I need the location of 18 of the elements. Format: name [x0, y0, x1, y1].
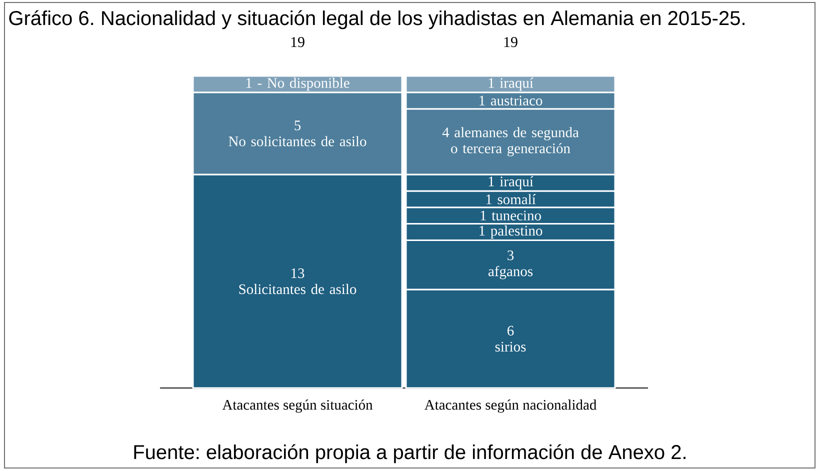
data-label: 1 - No disponible	[246, 78, 350, 91]
chart-title: Gráfico 6. Nacionalidad y situación legal de los yihadistas en Alemania en 2015-25.	[9, 10, 744, 30]
data-label: 1 somalí	[486, 194, 536, 204]
data-label: 1 iraquí	[488, 176, 534, 190]
data-label: 1 palestino	[480, 225, 542, 239]
x-tick-label: Atacantes según nacionalidad	[424, 400, 597, 413]
data-label: 5 No solicitantes de asilo	[228, 120, 366, 146]
data-label: 1 austriaco	[480, 96, 542, 106]
data-label: 1 tunecino	[480, 210, 541, 220]
data-label: 6 sirios	[495, 326, 526, 352]
total-label: 19	[504, 37, 518, 48]
data-label: 4 alemanes de segunda o tercera generación	[442, 127, 579, 156]
total-label: 19	[291, 37, 304, 48]
source-note: Fuente: elaboración propia a partir de información de Anexo 2.	[134, 444, 686, 464]
data-label: 1 iraquí	[488, 78, 534, 91]
data-label: 13 Solicitantes de asilo	[239, 268, 356, 294]
x-tick-label: Atacantes según situación	[222, 400, 373, 413]
data-label: 3 afganos	[488, 250, 533, 280]
